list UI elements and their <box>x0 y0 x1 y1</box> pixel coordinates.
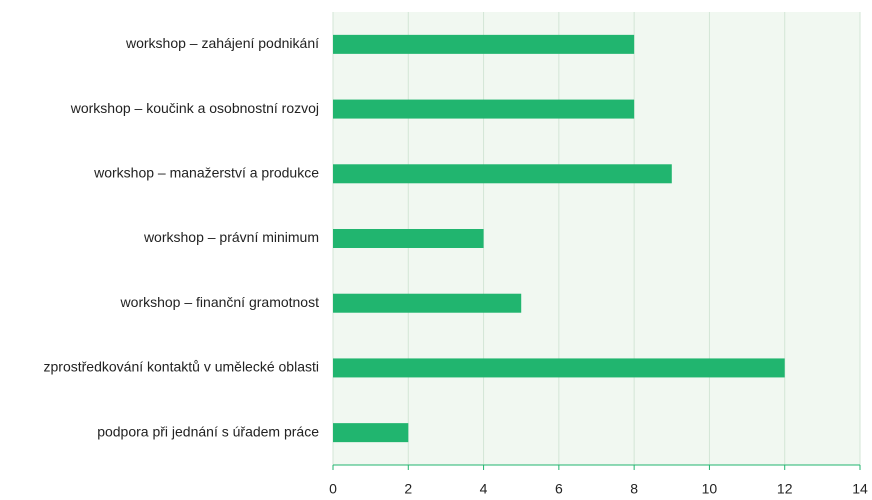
y-tick-label: workshop – finanční gramotnost <box>120 294 320 310</box>
x-tick-label: 8 <box>630 481 638 497</box>
x-tick-label: 6 <box>555 481 563 497</box>
y-tick-label: workshop – zahájení podnikání <box>125 35 319 51</box>
x-tick-label: 2 <box>404 481 412 497</box>
x-tick-label: 10 <box>702 481 718 497</box>
x-tick-label: 4 <box>480 481 488 497</box>
bar <box>333 358 785 378</box>
bar <box>333 423 409 443</box>
y-tick-label: workshop – koučink a osobnostní rozvoj <box>70 100 319 116</box>
x-tick-label: 12 <box>777 481 793 497</box>
y-tick-label: workshop – manažerství a produkce <box>93 164 319 180</box>
y-tick-label: podpora při jednání s úřadem práce <box>97 423 319 439</box>
bar <box>333 99 635 119</box>
bar <box>333 229 484 248</box>
y-tick-label: zprostředkování kontaktů v umělecké obla… <box>44 359 319 375</box>
bar <box>333 293 522 313</box>
bar <box>333 34 635 54</box>
bar <box>333 164 672 184</box>
x-tick-label: 14 <box>852 481 868 497</box>
x-tick-label: 0 <box>329 481 337 497</box>
y-tick-label: workshop – právní minimum <box>143 229 319 245</box>
